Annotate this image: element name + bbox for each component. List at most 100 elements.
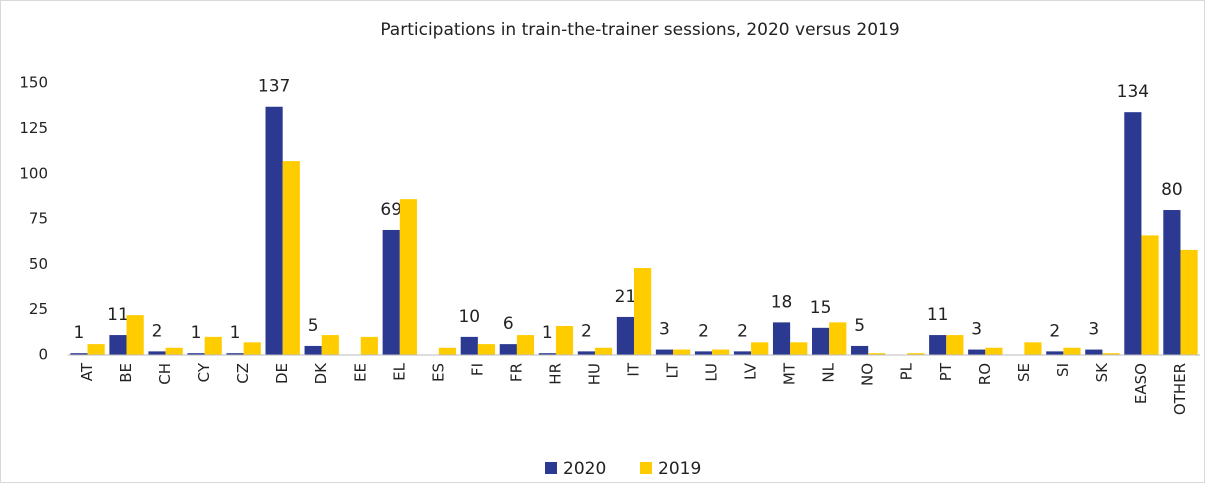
value-label: 21 [615, 287, 637, 307]
value-label: 2 [1049, 321, 1060, 341]
bar [577, 351, 595, 355]
value-label: 3 [1088, 320, 1099, 340]
y-tick-label: 0 [38, 346, 48, 364]
bar [1163, 210, 1181, 355]
bar [616, 316, 634, 355]
bar [499, 344, 517, 355]
value-label: 11 [927, 305, 949, 325]
x-tick-label: CY [195, 362, 213, 382]
bar [929, 335, 947, 355]
value-label: 11 [107, 305, 129, 325]
value-label: 1 [230, 323, 241, 343]
x-tick-label: SE [1015, 363, 1033, 382]
x-tick-label: AT [78, 362, 96, 381]
x-tick-label: EE [351, 363, 369, 382]
x-tick-label: PT [937, 362, 955, 381]
x-tick-label: EL [390, 362, 408, 380]
value-label: 10 [458, 307, 480, 327]
bar [907, 353, 925, 355]
x-tick-label: NL [820, 362, 838, 382]
bar [243, 342, 261, 355]
bar [282, 161, 300, 355]
x-tick-label: CH [156, 363, 174, 385]
x-tick-label: EASO [1132, 363, 1150, 404]
value-label: 15 [810, 298, 832, 318]
x-tick-label: FR [507, 363, 525, 382]
y-tick-label: 50 [29, 255, 48, 273]
bar [868, 353, 886, 355]
value-label: 1 [542, 323, 553, 343]
value-label: 5 [854, 316, 865, 336]
bar [851, 345, 869, 355]
x-tick-label: HR [546, 363, 564, 385]
value-label: 3 [971, 320, 982, 340]
bar [1124, 112, 1142, 356]
bar [811, 327, 830, 355]
x-tick-label: IT [625, 362, 643, 376]
value-label: 5 [308, 316, 319, 336]
value-label: 137 [258, 77, 290, 97]
bar [772, 322, 791, 355]
bar [187, 353, 205, 355]
chart-title: Participations in train-the-trainer sess… [380, 20, 899, 40]
value-label: 2 [581, 321, 592, 341]
bar [382, 229, 400, 355]
y-tick-label: 75 [29, 210, 48, 228]
legend-swatch [545, 462, 557, 474]
bar [360, 336, 378, 355]
x-tick-label: FI [468, 363, 486, 376]
x-tick-label: SK [1093, 362, 1111, 383]
x-tick-label: CZ [234, 363, 252, 384]
x-tick-label: MT [781, 362, 799, 385]
x-tick-label: RO [976, 363, 994, 385]
bar [946, 335, 964, 355]
bar [1141, 235, 1159, 355]
x-tick-label: LV [742, 362, 760, 380]
bar [165, 347, 183, 355]
bar [399, 199, 417, 355]
bar [204, 336, 222, 355]
bar [751, 342, 769, 355]
x-tick-label: DE [273, 363, 291, 384]
value-label: 6 [503, 314, 514, 334]
bar [87, 344, 105, 355]
bar [829, 322, 847, 355]
x-tick-label: ES [429, 363, 447, 382]
x-tick-label: HU [585, 363, 603, 385]
bar [516, 335, 535, 355]
bar [655, 349, 674, 355]
x-tick-label: LT [664, 362, 682, 378]
bar [985, 347, 1003, 355]
bar [538, 353, 556, 355]
bar [1102, 353, 1120, 355]
bar [148, 351, 166, 355]
value-label: 1 [74, 323, 85, 343]
bar [594, 347, 613, 355]
bar [634, 268, 652, 355]
bar [555, 326, 574, 355]
x-tick-label: NO [859, 363, 877, 386]
bar [694, 351, 713, 355]
bar [265, 106, 283, 355]
value-label: 80 [1161, 180, 1183, 200]
x-tick-label: PL [898, 362, 916, 380]
x-tick-label: BE [117, 363, 135, 383]
value-label: 69 [380, 200, 402, 220]
legend-label: 2020 [563, 459, 606, 479]
value-label: 18 [771, 292, 793, 312]
legend-label: 2019 [658, 459, 701, 479]
value-label: 2 [737, 321, 748, 341]
bar [673, 349, 691, 355]
bar [438, 347, 457, 355]
bar [460, 336, 478, 355]
x-tick-label: DK [312, 362, 330, 385]
value-label: 2 [698, 321, 709, 341]
bar [321, 335, 339, 355]
bar [1180, 249, 1198, 355]
bar [126, 315, 144, 355]
bar [1046, 351, 1064, 355]
legend-swatch [640, 462, 652, 474]
bar [790, 342, 808, 355]
